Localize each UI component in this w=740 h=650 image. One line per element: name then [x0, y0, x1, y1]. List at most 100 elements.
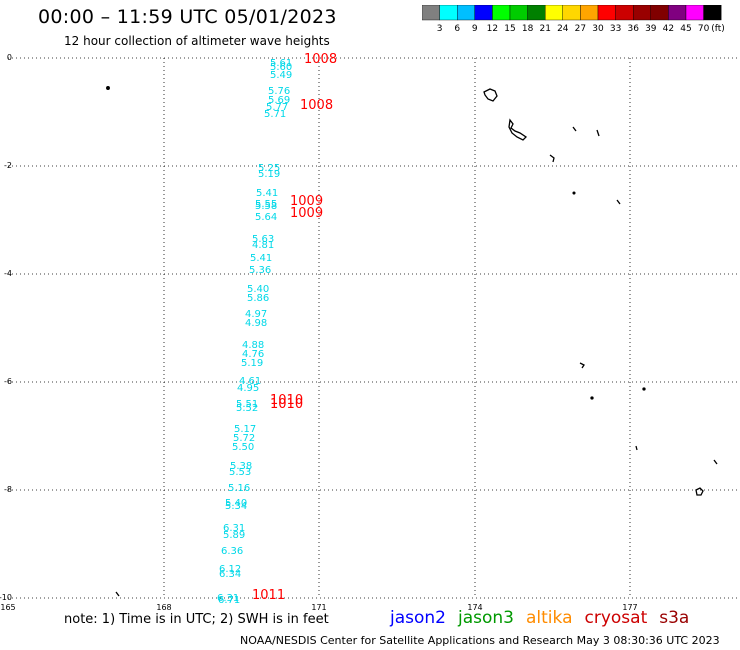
legend-label: 30 — [592, 24, 604, 34]
swh-reading: 5.53 — [229, 467, 251, 478]
legend-label: 12 — [487, 24, 498, 34]
lat-label: -6 — [4, 377, 12, 386]
legend-label: 39 — [645, 24, 657, 34]
legend-label: 15 — [504, 24, 515, 34]
island — [713, 459, 718, 465]
swh-reading: 5.19 — [241, 358, 263, 369]
swh-reading: 6.31 — [223, 523, 245, 534]
swh-reading: 6.36 — [221, 546, 243, 557]
swh-reading: 5.36 — [249, 265, 271, 276]
swh-reading: 6.71 — [218, 595, 240, 606]
legend-label: 24 — [557, 24, 569, 34]
swh-reading: 5.61 — [270, 58, 292, 69]
swh-reading: 5.89 — [223, 530, 245, 541]
swh-reading: 5.19 — [258, 169, 280, 180]
lat-label: 0 — [7, 53, 12, 62]
lat-label: -8 — [4, 485, 12, 494]
swh-reading: 5.72 — [233, 433, 255, 444]
island — [508, 118, 528, 141]
legend-label: 21 — [539, 24, 550, 34]
island — [642, 387, 646, 391]
swh-reading: 4.81 — [252, 240, 274, 251]
swh-reading: 5.25 — [258, 163, 280, 174]
satellite-altika: altika — [526, 608, 573, 628]
island — [616, 199, 621, 205]
swh-reading: 5.63 — [252, 234, 274, 245]
satellite-legend: jason2 jason3 altika cryosat s3a — [390, 608, 701, 628]
swh-reading: 5.64 — [255, 212, 277, 223]
satellite-jason2: jason2 — [390, 608, 446, 628]
legend-label: 33 — [610, 24, 621, 34]
swh-reading: 5.17 — [234, 424, 256, 435]
lon-label: 174 — [467, 603, 482, 612]
pressure-reading: 1011 — [252, 588, 285, 603]
legend-label: 70 — [698, 24, 710, 34]
swh-reading: 5.55 — [255, 199, 277, 210]
swh-reading: 6.34 — [219, 569, 241, 580]
swh-reading: 6.31 — [217, 593, 239, 604]
legend-label: 18 — [522, 24, 534, 34]
lon-label: 168 — [156, 603, 171, 612]
chart-subtitle: 12 hour collection of altimeter wave hei… — [64, 34, 330, 48]
swh-reading: 5.69 — [268, 95, 290, 106]
satellite-s3a: s3a — [659, 608, 690, 628]
swh-reading: 5.38 — [230, 461, 252, 472]
legend-label: 6 — [454, 24, 460, 34]
swh-reading: 5.49 — [270, 70, 292, 81]
island — [572, 191, 576, 195]
color-legend: 3 6 9 12 15 18 21 24 27 30 33 36 39 42 45 70 (ft) — [422, 5, 725, 34]
island — [115, 591, 120, 597]
swh-reading: 5.52 — [236, 403, 258, 414]
chart-title: 00:00 – 11:59 UTC 05/01/2023 — [38, 6, 337, 28]
swh-reading: 4.97 — [245, 309, 267, 320]
lon-label: 165 — [0, 603, 15, 612]
swh-reading: 5.40 — [247, 284, 269, 295]
island — [590, 396, 594, 400]
swh-reading: 4.61 — [239, 376, 261, 387]
swh-reading: 5.34 — [225, 501, 247, 512]
swh-reading: 5.41 — [250, 253, 272, 264]
swh-reading: 6.12 — [219, 564, 241, 575]
satellite-cryosat: cryosat — [584, 608, 648, 628]
swh-reading: 5.41 — [256, 188, 278, 199]
credit-text: NOAA/NESDIS Center for Satellite Applica… — [240, 634, 720, 647]
islands — [106, 86, 718, 597]
satellite-jason3: jason3 — [458, 608, 514, 628]
swh-reading: 5.60 — [270, 62, 292, 73]
swh-reading: 5.71 — [264, 109, 286, 120]
legend-label: 36 — [627, 24, 639, 34]
pressure-reading: 1008 — [300, 98, 333, 113]
swh-reading: 4.88 — [242, 340, 264, 351]
pressure-reading: 1010 — [270, 393, 303, 408]
swh-reading: 4.98 — [245, 318, 267, 329]
legend-label: 3 — [437, 24, 443, 34]
legend-label: 27 — [575, 24, 586, 34]
legend-label: 9 — [472, 24, 478, 34]
island — [106, 86, 110, 90]
island — [549, 154, 555, 163]
island — [635, 445, 638, 451]
lat-label: -2 — [4, 161, 12, 170]
pressure-reading: 1008 — [304, 52, 337, 67]
swh-reading: 4.95 — [237, 383, 259, 394]
legend-label: 45 — [680, 24, 691, 34]
lat-label: -4 — [4, 269, 12, 278]
island — [572, 126, 577, 132]
island — [695, 487, 704, 496]
pressure-reading: 1009 — [290, 206, 323, 221]
legend-label: 42 — [663, 24, 674, 34]
lon-label: 171 — [311, 603, 326, 612]
swh-reading: 5.51 — [236, 399, 258, 410]
swh-reading: 5.76 — [268, 86, 290, 97]
swh-reading: 5.50 — [232, 442, 254, 453]
swh-reading: 5.77 — [266, 102, 288, 113]
swh-readings: 5.615.605.495.765.695.775.715.255.195.41… — [217, 58, 292, 606]
pressure-reading: 1010 — [270, 397, 303, 412]
island — [483, 88, 498, 102]
pressure-reading: 1009 — [290, 194, 323, 209]
swh-reading: 5.58 — [255, 201, 277, 212]
lon-label: 177 — [622, 603, 637, 612]
